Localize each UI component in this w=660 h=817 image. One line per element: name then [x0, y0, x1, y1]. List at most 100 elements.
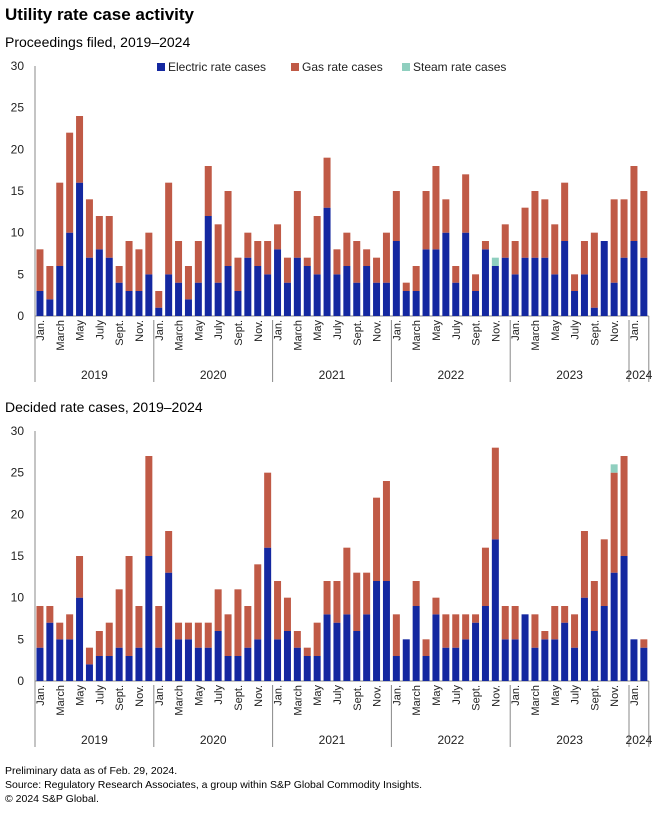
gas-bar: [135, 606, 143, 648]
electric-bar: [155, 647, 163, 681]
electric-bar: [76, 182, 84, 316]
electric-bar: [571, 291, 579, 316]
gas-bar: [115, 589, 123, 648]
electric-bar: [422, 656, 430, 681]
electric-bar: [76, 597, 84, 681]
x-tick-label: Sept.: [233, 685, 245, 711]
gas-bar: [571, 274, 579, 291]
electric-bar: [194, 282, 202, 316]
electric-bar: [95, 656, 103, 681]
y-tick-label: 15: [11, 184, 25, 198]
electric-bar: [620, 556, 628, 681]
x-tick-label: Jan.: [629, 320, 641, 341]
gas-bar: [412, 581, 420, 606]
gas-bar: [561, 606, 569, 623]
gas-bar: [46, 266, 54, 300]
legend-label: Gas rate cases: [302, 60, 383, 74]
electric-bar: [491, 539, 499, 681]
electric-bar: [135, 647, 143, 681]
electric-bar: [224, 656, 232, 681]
gas-bar: [462, 174, 470, 233]
gas-bar: [36, 249, 44, 291]
electric-bar: [363, 614, 371, 681]
electric-bar: [501, 257, 509, 316]
electric-bar: [56, 639, 64, 681]
gas-bar: [363, 572, 371, 615]
electric-bar: [293, 647, 301, 681]
electric-bar: [214, 631, 222, 681]
gas-bar: [234, 257, 242, 291]
steam-bar: [491, 257, 499, 266]
electric-bar: [155, 307, 163, 316]
gas-bar: [313, 216, 321, 275]
electric-bar: [472, 291, 480, 316]
x-tick-label: Nov.: [372, 685, 384, 707]
electric-bar: [353, 282, 361, 316]
x-tick-label: Nov.: [490, 685, 502, 707]
x-tick-label: May: [550, 320, 562, 341]
gas-bar: [95, 631, 103, 656]
electric-bar: [630, 241, 638, 316]
x-tick-label: Jan.: [273, 685, 285, 706]
electric-bar: [402, 639, 410, 681]
electric-bar: [125, 291, 133, 316]
x-tick-label: Jan.: [510, 685, 522, 706]
x-tick-label: May: [312, 320, 324, 341]
electric-bar: [580, 274, 588, 316]
gas-bar: [303, 647, 311, 656]
electric-bar: [640, 257, 648, 316]
electric-bar: [333, 622, 341, 681]
gas-bar: [254, 564, 262, 640]
x-tick-label: Sept.: [471, 685, 483, 711]
gas-bar: [274, 224, 282, 250]
electric-bar: [580, 597, 588, 681]
gas-bar: [125, 556, 133, 656]
gas-bar: [125, 241, 133, 291]
gas-bar: [590, 581, 598, 631]
x-tick-label: March: [411, 685, 423, 716]
x-tick-label: March: [55, 685, 67, 716]
x-tick-label: Jan.: [391, 320, 403, 341]
gas-bar: [194, 622, 202, 648]
gas-bar: [511, 241, 519, 275]
electric-bar: [214, 282, 222, 316]
electric-bar: [491, 266, 499, 316]
gas-bar: [363, 249, 371, 266]
x-tick-label: Jan.: [629, 685, 641, 706]
electric-bar: [274, 249, 282, 316]
y-tick-label: 5: [17, 632, 24, 646]
electric-bar: [264, 274, 272, 316]
gas-bar: [165, 531, 173, 573]
y-tick-label: 30: [11, 59, 25, 73]
x-tick-label: Jan.: [154, 685, 166, 706]
electric-bar: [244, 257, 252, 316]
x-tick-label: March: [292, 685, 304, 716]
gas-bar: [224, 191, 232, 266]
gas-bar: [452, 614, 460, 648]
x-tick-label: May: [193, 320, 205, 341]
gas-bar: [442, 614, 450, 648]
electric-bar: [36, 647, 44, 681]
electric-bar: [274, 639, 282, 681]
x-tick-label: July: [332, 320, 344, 340]
gas-bar: [274, 581, 282, 640]
gas-bar: [580, 241, 588, 275]
electric-bar: [600, 606, 608, 681]
year-label: 2021: [319, 733, 346, 747]
electric-bar: [323, 207, 331, 316]
x-tick-label: July: [94, 320, 106, 340]
electric-bar: [531, 647, 539, 681]
x-tick-label: Nov.: [609, 685, 621, 707]
decided-rate-cases-chart: 0 5 10 15 20 25 30 Jan. March May July Sept. Nov. Jan…: [11, 424, 653, 747]
x-tick-label: March: [530, 685, 542, 716]
gas-bar: [422, 639, 430, 656]
gas-bar: [264, 241, 272, 275]
x-tick-label: March: [411, 320, 423, 351]
x-tick-label: July: [570, 685, 582, 705]
year-label: 2019: [81, 368, 108, 382]
chart1-title: Proceedings filed, 2019–2024: [5, 34, 191, 50]
electric-bar: [254, 266, 262, 316]
gas-bar: [135, 249, 143, 291]
x-tick-label: May: [193, 685, 205, 706]
gas-bar: [462, 614, 470, 640]
